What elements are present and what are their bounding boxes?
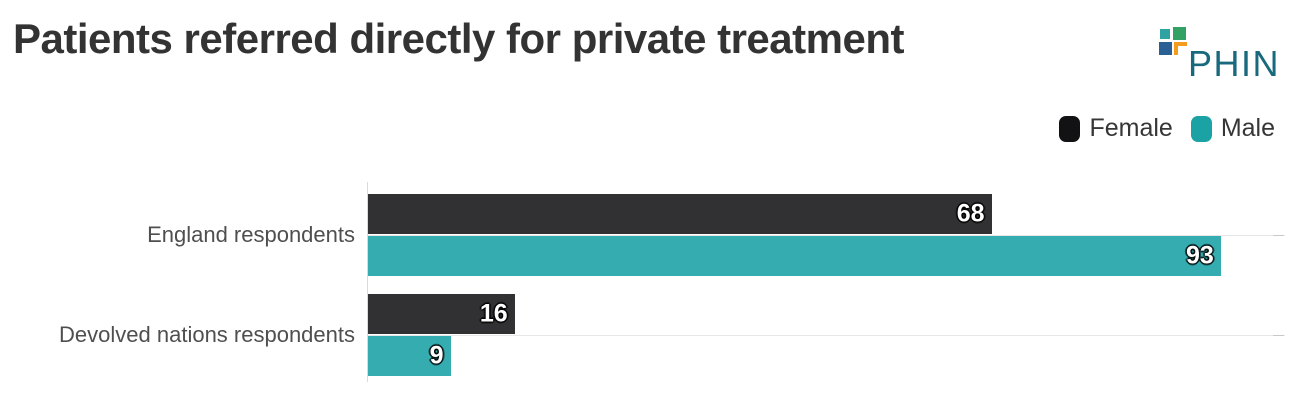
bar-chart: England respondents 68 93 Devolved natio… <box>0 182 1285 382</box>
legend-label-male: Male <box>1220 114 1275 142</box>
bar-value-label: 93 <box>1185 241 1214 270</box>
logo-square-teal-icon <box>1160 29 1170 39</box>
legend-item-male[interactable]: Male <box>1190 114 1275 143</box>
male-swatch-icon <box>1190 115 1212 142</box>
gridline <box>368 335 1285 336</box>
logo-square-blue-icon <box>1159 42 1172 55</box>
y-axis-line <box>367 182 368 382</box>
bar-england-male[interactable]: 93 <box>368 236 1221 276</box>
bar-devolved-female[interactable]: 16 <box>368 294 515 334</box>
category-label-devolved-nations: Devolved nations respondents <box>59 322 355 347</box>
bar-england-female[interactable]: 68 <box>368 194 992 234</box>
bar-value-label: 68 <box>956 199 985 228</box>
gridline <box>368 235 1285 236</box>
bar-devolved-male[interactable]: 9 <box>368 336 451 376</box>
chart-group-england: England respondents 68 93 <box>0 194 1285 276</box>
bar-value-label: 16 <box>479 299 508 328</box>
category-label-england: England respondents <box>147 222 355 247</box>
phin-logo: PHIN <box>1159 27 1285 85</box>
phin-logo-mark-icon <box>1159 27 1190 58</box>
chart-group-devolved-nations: Devolved nations respondents 16 9 <box>0 294 1285 376</box>
bar-value-label: 9 <box>429 341 444 370</box>
female-swatch-icon <box>1059 115 1081 142</box>
category-tick <box>1273 335 1284 336</box>
logo-corner-bracket-icon <box>1174 42 1187 55</box>
category-tick <box>1273 235 1284 236</box>
chart-legend: Female Male <box>1059 114 1275 143</box>
phin-logo-text: PHIN <box>1188 43 1281 84</box>
logo-square-green-icon <box>1173 27 1186 40</box>
legend-label-female: Female <box>1089 114 1173 142</box>
legend-item-female[interactable]: Female <box>1059 114 1173 143</box>
page-title: Patients referred directly for private t… <box>13 15 904 62</box>
